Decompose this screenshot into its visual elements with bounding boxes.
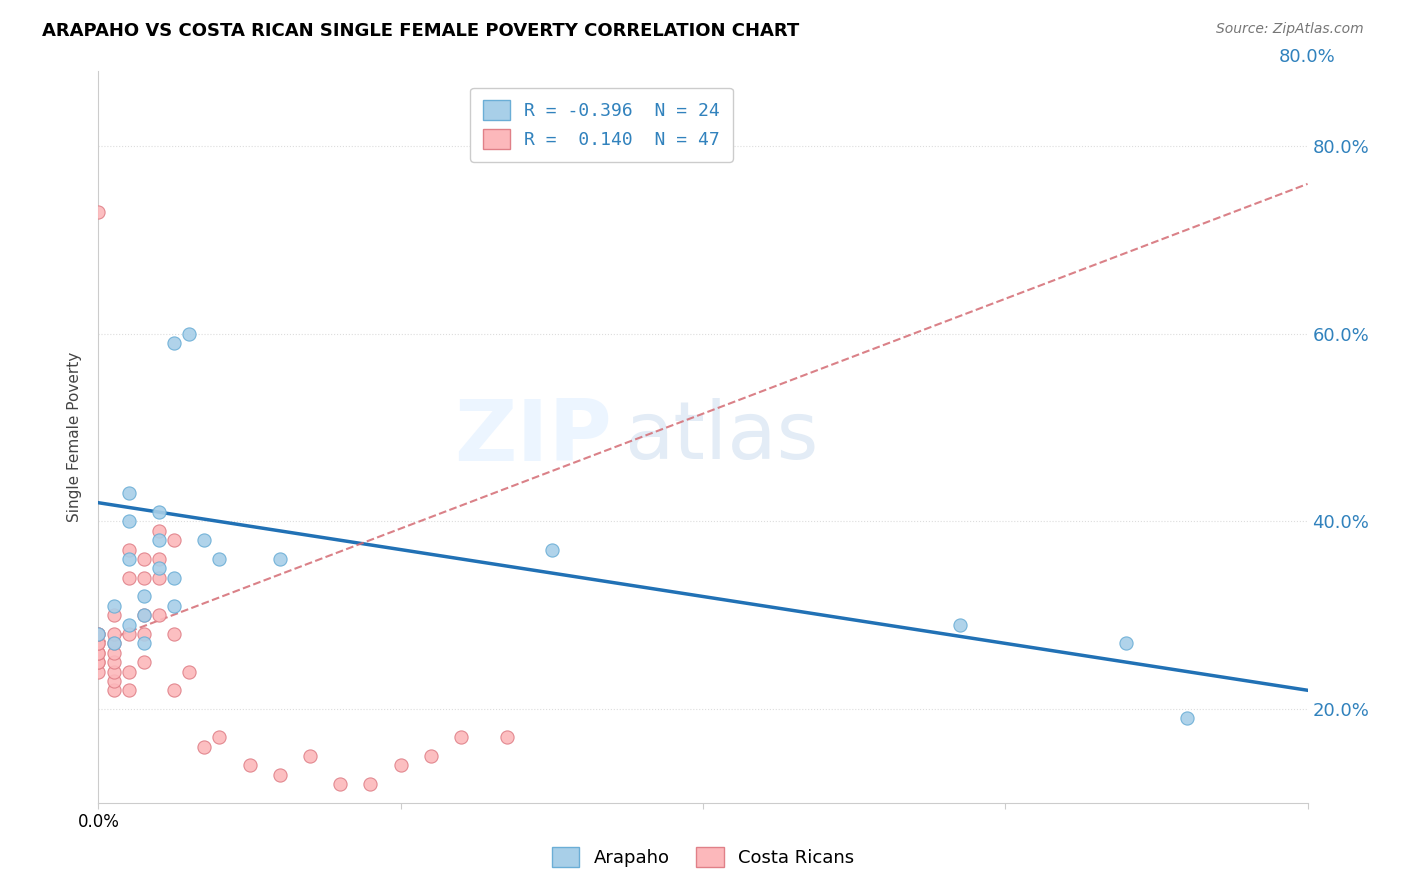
Point xyxy=(87,665,110,679)
Y-axis label: Single Female Poverty: Single Female Poverty xyxy=(67,352,83,522)
Point xyxy=(193,533,215,548)
Point xyxy=(148,533,170,548)
Point xyxy=(87,205,110,219)
Text: ZIP: ZIP xyxy=(454,395,613,479)
Point xyxy=(148,571,170,585)
Point xyxy=(118,665,141,679)
Point xyxy=(103,608,125,623)
Point xyxy=(148,552,170,566)
Point xyxy=(118,552,141,566)
Point xyxy=(132,655,155,669)
Point xyxy=(148,561,170,575)
Text: atlas: atlas xyxy=(624,398,818,476)
Point xyxy=(949,617,972,632)
Point xyxy=(87,627,110,641)
Text: ARAPAHO VS COSTA RICAN SINGLE FEMALE POVERTY CORRELATION CHART: ARAPAHO VS COSTA RICAN SINGLE FEMALE POV… xyxy=(42,22,800,40)
Point xyxy=(87,636,110,650)
Point xyxy=(118,515,141,529)
Point xyxy=(148,524,170,538)
Point xyxy=(179,665,201,679)
Point xyxy=(269,767,291,781)
Point xyxy=(329,777,352,791)
Point xyxy=(87,627,110,641)
Point xyxy=(148,608,170,623)
Point xyxy=(118,617,141,632)
Point xyxy=(163,533,186,548)
Point xyxy=(103,683,125,698)
Point xyxy=(118,627,141,641)
Point xyxy=(118,683,141,698)
Point xyxy=(420,748,443,763)
Point xyxy=(87,646,110,660)
Point xyxy=(163,683,186,698)
Point xyxy=(179,326,201,341)
Point xyxy=(299,748,322,763)
Point xyxy=(103,627,125,641)
Point xyxy=(132,552,155,566)
Point xyxy=(103,665,125,679)
Point xyxy=(103,655,125,669)
Point xyxy=(163,571,186,585)
Point xyxy=(103,673,125,688)
Point xyxy=(132,627,155,641)
Point xyxy=(118,486,141,500)
Point xyxy=(87,636,110,650)
Point xyxy=(269,552,291,566)
Point xyxy=(132,636,155,650)
Point xyxy=(495,730,517,744)
Point xyxy=(103,636,125,650)
Point xyxy=(132,571,155,585)
Point xyxy=(193,739,215,754)
Point xyxy=(87,627,110,641)
Point xyxy=(132,608,155,623)
Point xyxy=(103,599,125,613)
Point xyxy=(118,571,141,585)
Point xyxy=(360,777,382,791)
Point xyxy=(1115,636,1137,650)
Point xyxy=(148,505,170,519)
Point xyxy=(132,608,155,623)
Legend: R = -0.396  N = 24, R =  0.140  N = 47: R = -0.396 N = 24, R = 0.140 N = 47 xyxy=(470,87,733,161)
Point xyxy=(87,655,110,669)
Point xyxy=(208,730,231,744)
Point xyxy=(132,590,155,604)
Point xyxy=(118,542,141,557)
Point xyxy=(163,599,186,613)
Point xyxy=(540,542,562,557)
Point xyxy=(103,636,125,650)
Point xyxy=(103,646,125,660)
Point xyxy=(389,758,412,772)
Point xyxy=(208,552,231,566)
Point xyxy=(87,655,110,669)
Point xyxy=(87,646,110,660)
Point xyxy=(239,758,262,772)
Text: Source: ZipAtlas.com: Source: ZipAtlas.com xyxy=(1216,22,1364,37)
Point xyxy=(163,627,186,641)
Point xyxy=(1175,711,1198,725)
Point xyxy=(450,730,472,744)
Point xyxy=(163,336,186,351)
Legend: Arapaho, Costa Ricans: Arapaho, Costa Ricans xyxy=(544,839,862,874)
